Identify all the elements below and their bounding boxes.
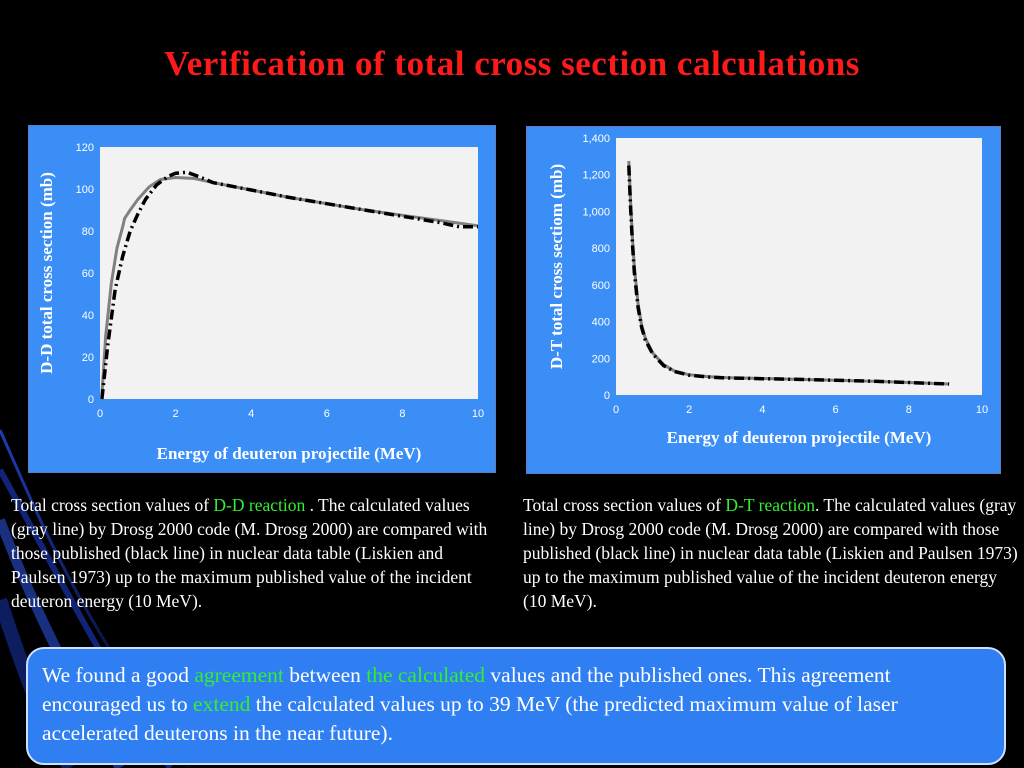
- conclusion-box: We found a good agreement between the ca…: [26, 647, 1006, 765]
- dd-plot-area: [100, 147, 478, 399]
- dt-reaction-highlight: D-T reaction: [725, 495, 815, 515]
- conclusion-text-2: between: [283, 663, 367, 687]
- dt-xtick-label: 4: [759, 404, 765, 416]
- dd-xtick-label: 2: [173, 408, 179, 420]
- dd-published-line: [100, 170, 478, 400]
- dd-calculated-line: [100, 176, 479, 395]
- dd-y-axis-label: D-D total cross section (mb): [37, 172, 56, 374]
- dt-caption-text-2: . The calculated values (gray line) by D…: [523, 495, 1018, 611]
- dd-ytick-label: 120: [76, 142, 94, 154]
- dd-caption-text-1: Total cross section values of: [11, 495, 214, 515]
- dd-ytick-label: 60: [82, 268, 94, 280]
- dd-caption: Total cross section values of D-D reacti…: [11, 493, 491, 613]
- dd-ytick-label: 0: [88, 394, 94, 406]
- dd-ytick-label: 100: [76, 184, 94, 196]
- dt-ytick-label: 1,400: [582, 133, 610, 145]
- dt-ytick-label: 200: [592, 353, 610, 365]
- agreement-highlight: agreement: [194, 663, 284, 687]
- dt-ytick-label: 1,000: [582, 206, 610, 218]
- dt-caption-text-1: Total cross section values of: [523, 495, 726, 515]
- conclusion-text-3: values and the published ones. This agre…: [42, 663, 891, 716]
- dt-published-line: [627, 165, 950, 386]
- dt-xtick-label: 2: [686, 404, 692, 416]
- dt-ytick-label: 600: [592, 280, 610, 292]
- dd-ytick-label: 40: [82, 310, 94, 322]
- dt-xtick-label: 6: [833, 404, 839, 416]
- dd-xtick-label: 6: [324, 408, 330, 420]
- dd-ytick-label: 20: [82, 352, 94, 364]
- conclusion-text-4: the calculated values up to 39 MeV (the …: [42, 692, 898, 745]
- dt-xtick-label: 10: [976, 404, 988, 416]
- extend-highlight: extend: [193, 692, 251, 716]
- dt-y-axis-label: D-T total cross sectiom (mb): [547, 164, 566, 369]
- dt-caption: Total cross section values of D-T reacti…: [523, 493, 1018, 613]
- dd-xtick-label: 10: [472, 408, 484, 420]
- dd-x-axis-label: Energy of deuteron projectile (MeV): [157, 444, 422, 463]
- dt-ytick-label: 1,200: [582, 170, 610, 182]
- calculated-highlight: the calculated: [366, 663, 486, 687]
- dt-ytick-label: 0: [604, 390, 610, 402]
- dt-xtick-label: 0: [613, 404, 619, 416]
- dd-reaction-highlight: D-D reaction: [213, 495, 306, 515]
- dt-cross-section-chart: 0 200 400 600 800 1,000 1,200 1,400 0 2 4 6 8 10 Energ…: [526, 126, 1001, 474]
- dt-plot-area: [616, 138, 982, 395]
- dd-cross-section-chart: 0 20 40 60 80 100 120 0 2 4 6 8 10 Energy of deuteron…: [28, 125, 496, 473]
- dt-ytick-label: 400: [592, 317, 610, 329]
- dd-xtick-label: 8: [399, 408, 405, 420]
- slide-title: Verification of total cross section calc…: [164, 44, 860, 83]
- dt-x-axis-label: Energy of deuteron projectile (MeV): [667, 428, 932, 447]
- dt-ytick-label: 800: [592, 243, 610, 255]
- dd-caption-text-2: . The calculated values (gray line) by D…: [11, 495, 488, 611]
- conclusion-text-1: We found a good: [42, 663, 195, 687]
- dd-xtick-label: 0: [97, 408, 103, 420]
- dd-xtick-label: 4: [248, 408, 254, 420]
- dt-xtick-label: 8: [906, 404, 912, 416]
- dd-ytick-label: 80: [82, 226, 94, 238]
